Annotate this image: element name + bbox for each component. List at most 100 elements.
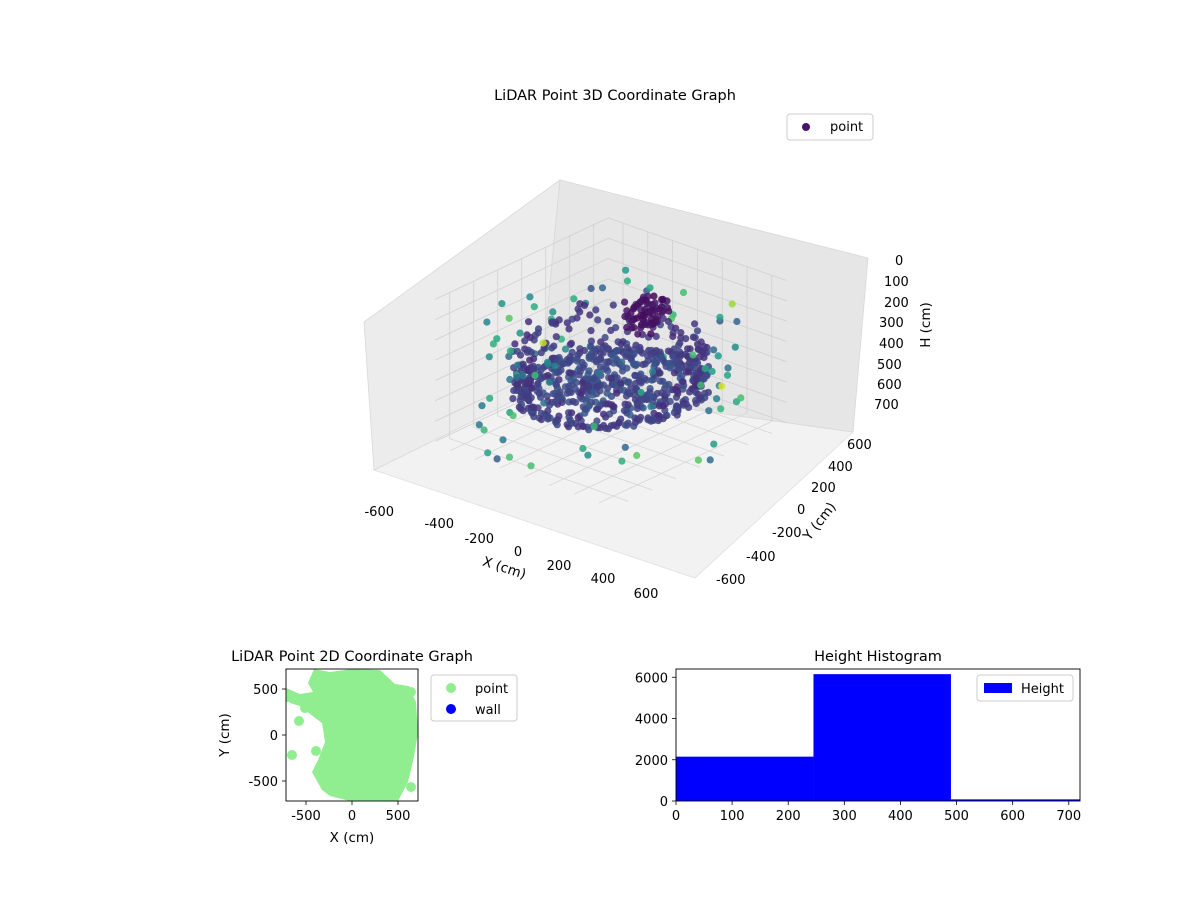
- point-cloud: [475, 266, 745, 470]
- data-point: [621, 400, 629, 408]
- data-point: [596, 424, 605, 432]
- data-point: [622, 266, 630, 274]
- data-point: [573, 314, 581, 322]
- z-tick-label: 400: [879, 337, 904, 352]
- data-point: [574, 414, 582, 422]
- data-point: [675, 341, 683, 349]
- data-point: [701, 365, 709, 373]
- data-point: [563, 319, 571, 327]
- data-point: [525, 397, 533, 405]
- data-point: [499, 436, 507, 444]
- data-point: [731, 343, 739, 351]
- y-tick-label: 200: [811, 481, 836, 496]
- data-point: [574, 423, 582, 431]
- data-point: [579, 363, 587, 372]
- data-point: [565, 357, 573, 365]
- data-point: [659, 402, 667, 410]
- data-point: [623, 323, 631, 332]
- legend-label-height: Height: [1021, 682, 1064, 697]
- frame-histogram: [675, 668, 1081, 802]
- data-point: [544, 407, 552, 415]
- data-point: [478, 402, 486, 410]
- data-point: [505, 352, 513, 360]
- chart-3d: LiDAR Point 3D Coordinate Graph -600 -40…: [363, 88, 934, 602]
- y-tick-label: 500: [253, 683, 278, 698]
- data-point: [602, 358, 610, 366]
- data-point: [585, 382, 593, 390]
- x-tick-label: 500: [386, 809, 411, 824]
- data-point: [645, 300, 653, 308]
- data-point: [511, 340, 519, 348]
- y-tick-label: -500: [248, 775, 278, 790]
- data-point: [548, 319, 556, 327]
- data-point: [579, 422, 587, 431]
- data-point: [677, 329, 685, 337]
- data-point: [604, 345, 612, 353]
- data-point: [718, 382, 726, 390]
- data-point: [623, 277, 632, 285]
- data-point: [637, 388, 645, 396]
- data-point: [665, 380, 673, 389]
- data-point: [639, 404, 647, 412]
- x-tick-label: 400: [888, 809, 913, 824]
- grid-line: [607, 237, 787, 302]
- z-tick-label: 200: [884, 296, 909, 311]
- data-point: [639, 311, 647, 319]
- legend-label-point: point: [475, 682, 508, 697]
- point-cluster: [294, 716, 304, 726]
- data-point: [618, 358, 626, 366]
- data-point: [531, 371, 539, 379]
- data-point: [540, 399, 548, 407]
- data-point: [489, 340, 497, 348]
- data-point: [565, 382, 573, 390]
- histogram-bar: [950, 799, 1080, 801]
- data-point: [610, 403, 618, 411]
- x-tick-label: 0: [348, 809, 356, 824]
- z-tick-label: 700: [874, 398, 899, 413]
- legend-2d: point wall: [430, 674, 518, 722]
- data-point: [534, 379, 542, 387]
- data-point: [535, 389, 543, 398]
- data-point: [582, 396, 590, 404]
- data-point: [585, 402, 593, 410]
- data-point: [637, 324, 645, 332]
- data-point: [570, 295, 578, 303]
- data-point: [659, 295, 667, 303]
- point-cluster: [406, 782, 416, 792]
- data-point: [637, 370, 645, 378]
- data-point: [593, 417, 601, 425]
- data-point: [609, 301, 617, 309]
- chart-histogram: Height Histogram 0 100 200 300 400 500 600 700 …: [635, 649, 1081, 824]
- data-point: [658, 303, 666, 311]
- data-point: [647, 315, 656, 323]
- data-point: [694, 345, 702, 353]
- data-point: [587, 327, 595, 335]
- data-point: [607, 392, 616, 400]
- data-point: [498, 300, 506, 308]
- histogram-bar: [676, 756, 814, 801]
- data-point: [708, 367, 716, 375]
- data-point: [568, 409, 576, 417]
- data-point: [674, 389, 682, 397]
- y-tick-label: 4000: [635, 713, 668, 728]
- data-point: [686, 358, 694, 366]
- data-point: [590, 346, 599, 354]
- data-point: [527, 462, 535, 470]
- x-tick-label: 400: [591, 572, 616, 587]
- x-tick-label: 200: [776, 809, 801, 824]
- data-point: [480, 426, 488, 434]
- data-point: [652, 357, 660, 365]
- data-point: [537, 416, 546, 424]
- legend-label-wall: wall: [475, 703, 501, 718]
- x-tick-label: 0: [514, 545, 522, 560]
- data-point: [485, 353, 493, 361]
- data-point: [604, 400, 613, 408]
- data-point: [685, 403, 693, 411]
- data-point: [530, 303, 538, 311]
- data-point: [663, 390, 671, 398]
- data-point: [705, 407, 713, 415]
- data-point: [519, 360, 527, 368]
- histogram-y-axis: 0 2000 4000 6000: [635, 671, 676, 810]
- data-point: [563, 389, 571, 397]
- data-point: [716, 313, 724, 321]
